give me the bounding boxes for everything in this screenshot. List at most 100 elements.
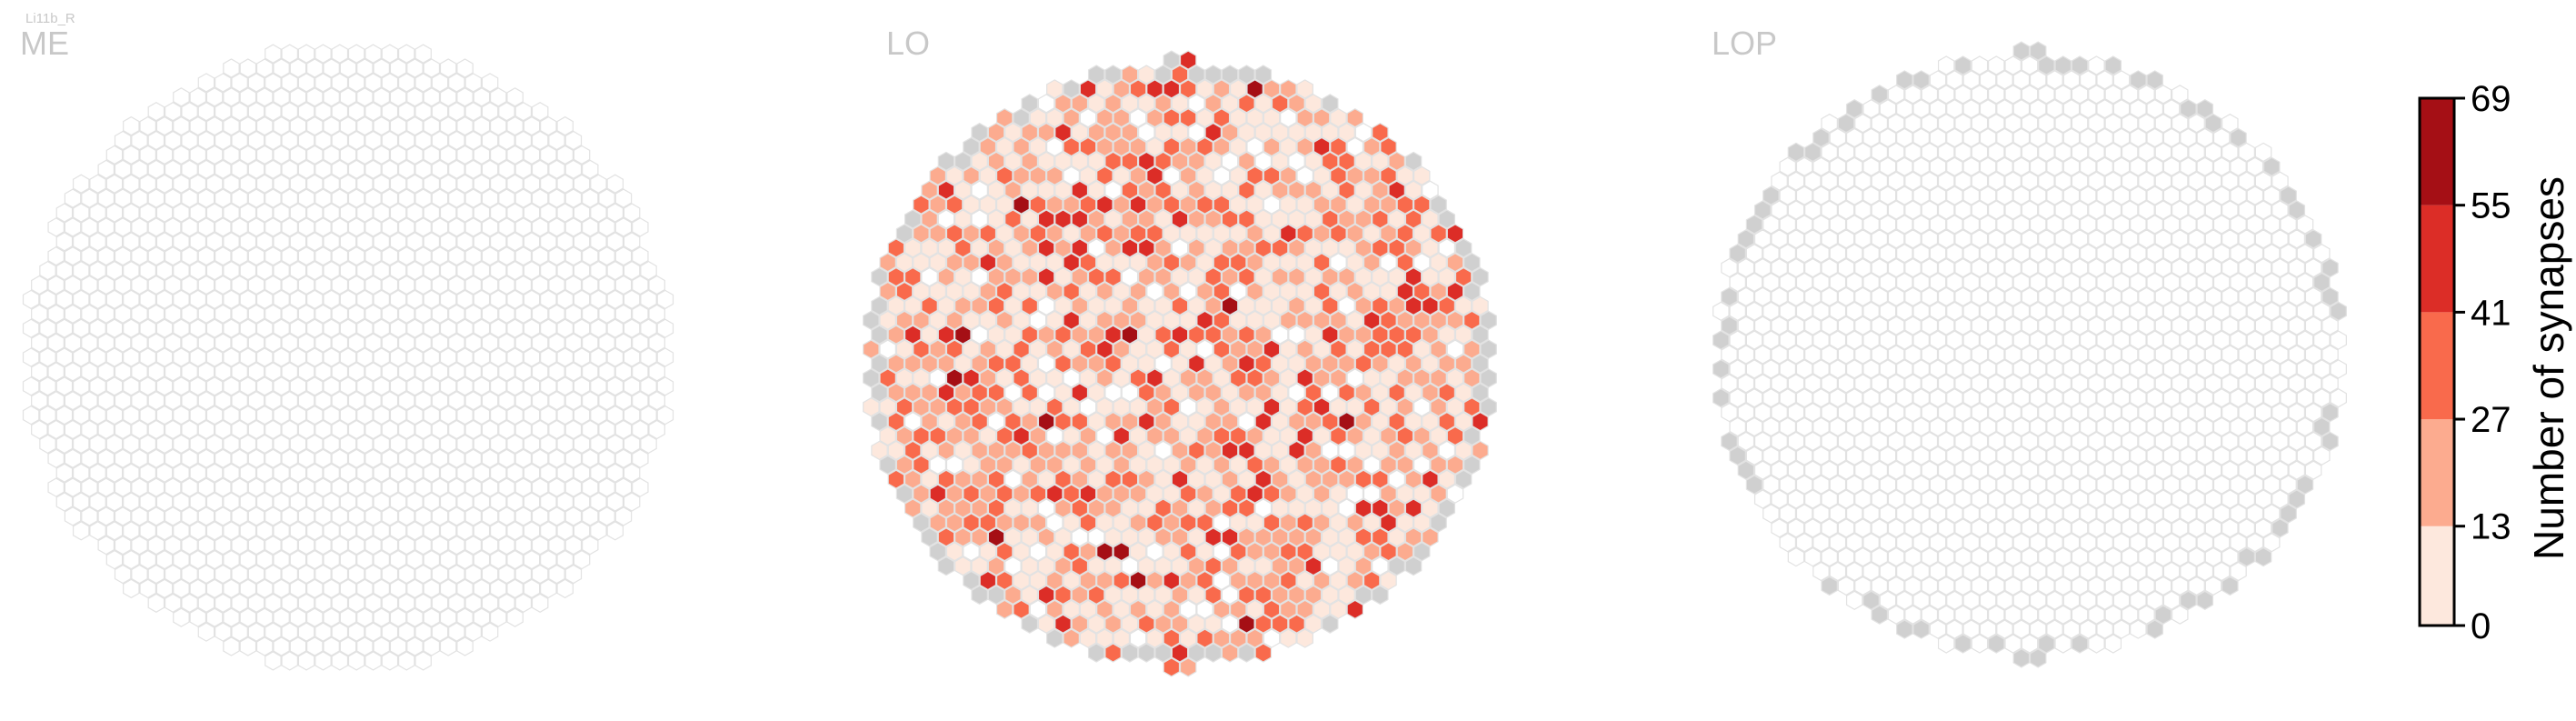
panel-lo-column-903 — [937, 469, 955, 489]
panel-lo-column-941 — [995, 484, 1013, 504]
panel-me-column-167 — [506, 145, 524, 165]
panel-lo-column-969 — [904, 498, 922, 518]
panel-lop-column-327 — [2021, 229, 2039, 249]
panel-lop-column-496 — [1795, 301, 1813, 321]
panel-lop-column-1221 — [1979, 619, 1997, 639]
panel-me-column-292 — [439, 203, 457, 223]
panel-me-column-448 — [31, 275, 48, 295]
panel-lo-column-742 — [1296, 397, 1313, 417]
panel-lo-column-602 — [1463, 339, 1481, 359]
panel-me-column-370 — [556, 232, 574, 252]
panel-lo-column-902 — [921, 469, 938, 489]
panel-lo-column-279 — [945, 224, 964, 244]
panel-lo-column-771 — [1154, 411, 1172, 432]
panel-lop-column-634 — [2222, 345, 2239, 365]
panel-lo-column-89 — [1288, 122, 1305, 143]
panel-lo-column-18 — [1129, 79, 1147, 99]
panel-lo-column-366 — [1230, 253, 1247, 273]
panel-lo-column-1196 — [1346, 599, 1364, 619]
panel-me-column-894 — [423, 434, 441, 455]
panel-me-column-1057 — [181, 506, 198, 526]
panel-lo-column-926 — [1321, 469, 1339, 489]
panel-lop-column-973 — [1821, 489, 1838, 509]
panel-lo-column-326 — [1154, 238, 1172, 258]
panel-lo-column-701 — [1238, 383, 1255, 403]
panel-me-column-416 — [123, 260, 140, 281]
panel-me-column-954 — [223, 463, 240, 483]
panel-lo-column-861 — [1438, 440, 1456, 461]
panel-lo-column-644 — [913, 368, 930, 388]
panel-lop-column-1039 — [1854, 518, 1872, 538]
panel-lop-column-1034 — [1771, 518, 1788, 538]
panel-me-column-578 — [273, 318, 290, 338]
panel-me-column-69 — [231, 102, 248, 122]
panel-lop-column-845 — [2021, 431, 2039, 452]
panel-lop-column-41 — [2071, 85, 2089, 105]
panel-me-column-264 — [548, 188, 565, 208]
panel-lo-column-203 — [1304, 180, 1323, 200]
panel-lo-column-361 — [1146, 253, 1163, 273]
panel-lop-column-952 — [2029, 475, 2047, 495]
colorbar-bin-2 — [2420, 312, 2454, 420]
panel-lop-column-105 — [1979, 127, 1997, 148]
panel-lo-column-319 — [1037, 238, 1055, 258]
panel-lo-column-312 — [921, 238, 938, 258]
panel-lo-column-647 — [963, 368, 980, 388]
panel-lop-column-193 — [1988, 171, 2005, 191]
panel-lo-column-756 — [904, 411, 922, 432]
panel-me-column-928 — [381, 448, 399, 468]
panel-me-column-1092 — [205, 521, 224, 541]
panel-me-column-950 — [155, 463, 174, 483]
panel-lo-column-620 — [1138, 354, 1155, 374]
panel-lop-column-1190 — [2096, 590, 2113, 610]
panel-lop-column-290 — [1979, 215, 1997, 235]
panel-lo-column-1176 — [1013, 599, 1030, 619]
panel-lo-column-140 — [1254, 151, 1273, 172]
panel-me-column-1152 — [189, 549, 207, 570]
panel-lop-column-1194 — [2162, 590, 2181, 610]
panel-lo-column-96 — [979, 136, 997, 157]
panel-me-column-721 — [89, 376, 106, 396]
panel-me-column-405 — [548, 246, 565, 266]
panel-me-column-1074 — [464, 506, 482, 526]
panel-lop-column-1070 — [1862, 533, 1880, 553]
panel-lop-column-1141 — [2096, 561, 2113, 582]
panel-lo-column-154 — [995, 165, 1013, 185]
panel-lo-column-887 — [1263, 455, 1281, 475]
panel-lo-column-697 — [1171, 383, 1189, 403]
panel-lo-column-183 — [971, 180, 988, 200]
panel-lop-column-551 — [2088, 315, 2105, 335]
panel-lop-column-801 — [1896, 416, 1913, 437]
panel-me-column-603 — [47, 333, 65, 353]
panel-me-column-101 — [339, 115, 357, 136]
panel-lop-column-1059 — [2188, 518, 2205, 538]
panel-lop-column-335 — [2154, 229, 2172, 249]
panel-lo-column-890 — [1313, 455, 1331, 475]
panel-lop-column-923 — [2121, 460, 2139, 480]
panel-lop-column-997 — [2222, 489, 2239, 509]
panel-lo-column-1031 — [1396, 513, 1414, 533]
panel-me-column-962 — [356, 463, 374, 483]
panel-lop-column-444 — [2162, 272, 2181, 293]
panel-lop-column-749 — [2262, 388, 2281, 408]
panel-me-column-389 — [281, 246, 298, 266]
panel-me-column-260 — [481, 188, 499, 208]
panel-me-column-301 — [590, 203, 607, 223]
panel-lo-column-891 — [1330, 455, 1347, 475]
panel-me-column-669 — [506, 347, 524, 367]
panel-me-column-528 — [81, 304, 98, 324]
panel-me-column-967 — [439, 463, 457, 483]
panel-me-column-193 — [448, 159, 465, 179]
panel-me-column-684 — [114, 362, 132, 382]
panel-lo-column-24 — [1230, 79, 1247, 99]
panel-lop-column-376 — [2246, 244, 2264, 264]
panel-lop-column-758 — [1787, 402, 1805, 423]
panel-lo-column-413 — [1404, 266, 1423, 287]
panel-me-column-686 — [147, 362, 165, 382]
panel-lo-column-512 — [1213, 310, 1231, 330]
panel-lo-column-461 — [987, 295, 1005, 316]
panel-lop-column-176 — [2212, 156, 2231, 176]
panel-lop-column-1218 — [1929, 619, 1947, 639]
panel-lo-column-878 — [1113, 455, 1130, 475]
panel-me-column-351 — [239, 232, 257, 252]
